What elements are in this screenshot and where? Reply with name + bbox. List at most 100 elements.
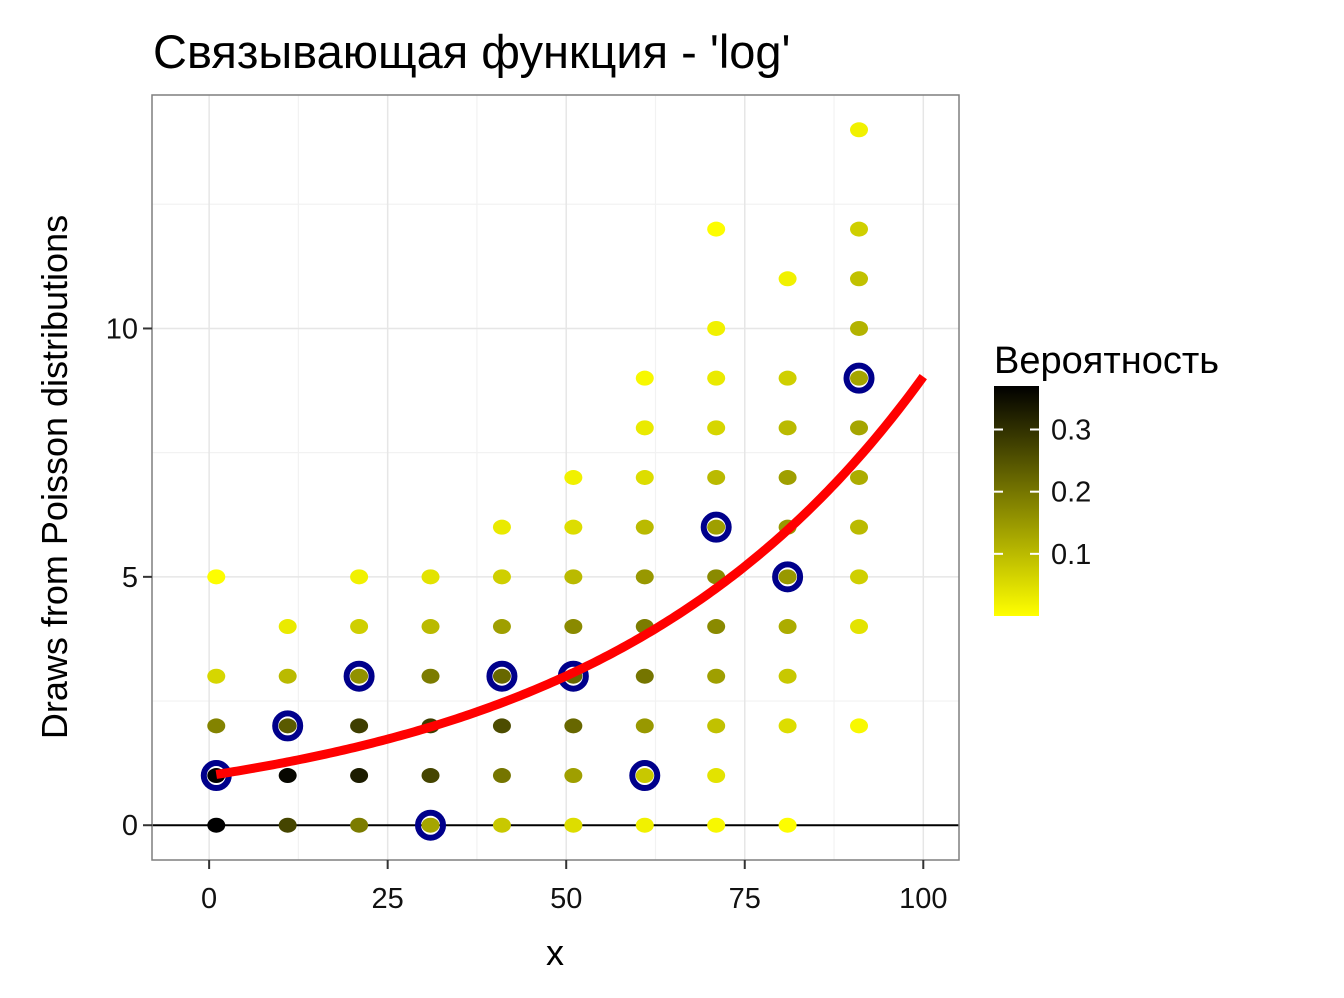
- y-axis: 0 5 10: [106, 313, 152, 842]
- data-point: [850, 569, 869, 585]
- x-tick-label: 100: [899, 883, 947, 915]
- legend-tick-label: 0.3: [1051, 415, 1091, 447]
- data-point: [707, 718, 726, 734]
- data-point: [564, 619, 583, 635]
- data-point: [278, 817, 297, 833]
- data-point: [278, 668, 297, 684]
- observed-points: [200, 362, 875, 841]
- mean-curve: [215, 374, 927, 779]
- data-point: [492, 668, 511, 684]
- data-point: [350, 668, 369, 684]
- data-point: [778, 420, 797, 436]
- data-point: [278, 619, 297, 635]
- data-point: [635, 470, 654, 485]
- observed-point-ring: [772, 561, 804, 593]
- data-point: [635, 519, 654, 535]
- data-point: [850, 619, 869, 635]
- data-point: [707, 817, 726, 833]
- chart-title: Связывающая функция - 'log': [153, 25, 791, 78]
- data-point: [278, 768, 297, 784]
- data-point: [207, 668, 226, 684]
- data-point: [707, 221, 726, 237]
- data-point: [564, 569, 583, 585]
- x-tick-label: 75: [729, 883, 761, 915]
- data-point: [778, 569, 797, 585]
- data-point: [778, 619, 797, 635]
- x-axis: 0 25 50 75 100: [201, 860, 947, 915]
- data-point: [850, 221, 869, 237]
- data-point: [635, 718, 654, 734]
- minor-gridlines: [152, 95, 959, 860]
- legend-tick-label: 0.1: [1051, 539, 1091, 571]
- data-point: [778, 470, 797, 485]
- x-axis-title: x: [546, 932, 564, 973]
- data-point: [492, 519, 511, 535]
- data-point: [350, 569, 369, 585]
- data-point: [707, 320, 726, 336]
- observed-point-ring: [700, 511, 732, 543]
- observed-point-ring: [843, 362, 875, 394]
- data-point: [850, 370, 869, 386]
- data-point: [778, 718, 797, 734]
- data-point: [635, 370, 654, 386]
- plot-border: [151, 94, 960, 861]
- data-point: [850, 320, 869, 336]
- data-point: [707, 619, 726, 635]
- x-tick-label: 25: [372, 883, 404, 915]
- data-point: [707, 519, 726, 535]
- data-point: [778, 370, 797, 386]
- data-point: [707, 470, 726, 485]
- data-point: [707, 370, 726, 386]
- legend-ticks: 0.3 0.2 0.1: [994, 415, 1091, 571]
- data-point: [421, 569, 440, 585]
- data-point: [635, 668, 654, 684]
- y-tick-label: 5: [122, 562, 138, 594]
- y-axis-title: Draws from Poisson distributions: [34, 215, 75, 739]
- x-tick-label: 0: [201, 883, 217, 915]
- data-point: [350, 768, 369, 784]
- data-point: [492, 718, 511, 734]
- mean-curve-line: [215, 374, 927, 779]
- x-tick-label: 50: [550, 883, 582, 915]
- data-point: [707, 420, 726, 436]
- data-point: [778, 271, 797, 287]
- legend-colorbar: [994, 386, 1039, 616]
- data-point: [564, 519, 583, 535]
- probability-points: [207, 122, 869, 833]
- data-point: [850, 420, 869, 436]
- data-point: [850, 718, 869, 734]
- data-point: [564, 718, 583, 734]
- observed-point-ring: [415, 809, 447, 841]
- observed-point-ring: [343, 660, 375, 692]
- data-point: [207, 718, 226, 734]
- data-point: [350, 817, 369, 833]
- data-point: [564, 817, 583, 833]
- data-point: [850, 271, 869, 287]
- y-tick-label: 0: [122, 810, 138, 842]
- legend-title: Вероятность: [994, 340, 1219, 382]
- data-point: [850, 470, 869, 485]
- data-point: [421, 768, 440, 784]
- data-point: [850, 122, 869, 138]
- observed-point-ring: [629, 760, 661, 792]
- data-point: [492, 619, 511, 635]
- legend-tick-label: 0.2: [1051, 477, 1091, 509]
- observed-point-ring: [272, 710, 304, 742]
- data-point: [350, 619, 369, 635]
- data-point: [421, 619, 440, 635]
- y-tick-label: 10: [106, 313, 138, 345]
- data-point: [635, 420, 654, 436]
- color-legend: Вероятность 0.3 0.2 0.1: [994, 340, 1219, 616]
- data-point: [850, 519, 869, 535]
- data-point: [564, 768, 583, 784]
- observed-point-ring: [486, 660, 518, 692]
- data-point: [492, 817, 511, 833]
- data-point: [778, 817, 797, 833]
- data-point: [707, 768, 726, 784]
- data-point: [278, 718, 297, 734]
- data-point: [635, 817, 654, 833]
- data-point: [492, 768, 511, 784]
- data-point: [778, 668, 797, 684]
- data-point: [421, 668, 440, 684]
